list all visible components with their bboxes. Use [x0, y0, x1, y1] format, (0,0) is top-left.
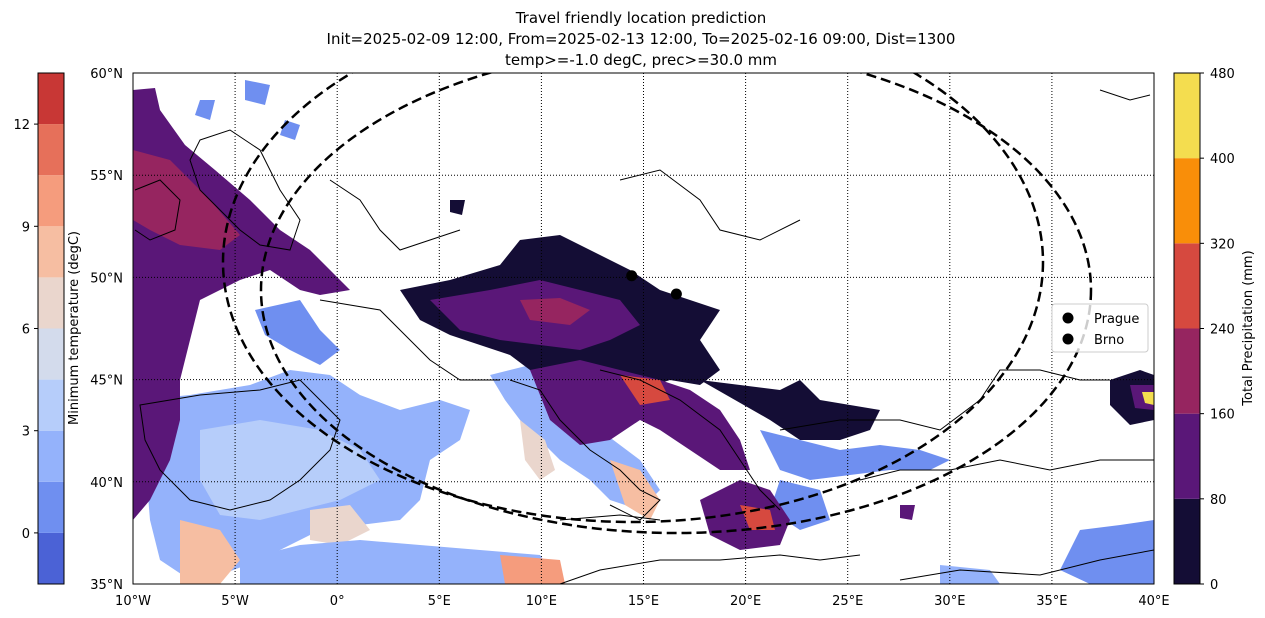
temperature-field: [140, 80, 1154, 584]
temperature-tick-label: 12: [13, 118, 30, 133]
city-legend: Prague Brno: [1051, 303, 1149, 353]
precipitation-tick-label: 480: [1210, 67, 1235, 82]
lat-tick-label: 55°N: [90, 169, 123, 184]
lat-tick-label: 45°N: [90, 374, 123, 389]
temperature-colorbar-band: [38, 277, 64, 329]
precipitation-tick-label: 80: [1210, 493, 1227, 508]
precipitation-colorbar-border: [1173, 72, 1201, 585]
lat-tick-label: 60°N: [90, 67, 123, 82]
temperature-colorbar-band: [38, 379, 64, 431]
precipitation-tick-label: 160: [1210, 408, 1235, 423]
lon-tick-label: 25°E: [832, 594, 863, 609]
chart-subtitle-thresholds: temp>=-1.0 degC, prec>=30.0 mm: [504, 51, 778, 69]
temperature-tick-label: 6: [22, 323, 30, 338]
temperature-colorbar-band: [38, 430, 64, 482]
latitude-ticks: 35°N 40°N 45°N 50°N 55°N 60°N: [90, 67, 123, 593]
lon-tick-label: 5°W: [221, 594, 249, 609]
legend-marker-brno: [1062, 333, 1074, 345]
precipitation-colorbar-band: [1174, 413, 1200, 499]
legend-box: [1051, 303, 1149, 353]
precipitation-tick-label: 320: [1210, 237, 1235, 252]
temperature-colorbar-band: [38, 481, 64, 533]
precipitation-colorbar-band: [1174, 158, 1200, 244]
city-marker-brno: [670, 288, 682, 300]
temperature-colorbar-band: [38, 73, 64, 125]
chart-subtitle-params: Init=2025-02-09 12:00, From=2025-02-13 1…: [326, 30, 956, 48]
lon-tick-label: 0°: [330, 594, 345, 609]
temperature-colorbar: [38, 73, 64, 584]
distance-circle-brno: [259, 73, 1093, 535]
precipitation-colorbar-ticks: 0 80 160 240 320 400 480: [1200, 67, 1235, 593]
legend-marker-prague: [1062, 312, 1074, 324]
lon-tick-label: 35°E: [1036, 594, 1067, 609]
temperature-colorbar-border: [37, 72, 65, 585]
lat-tick-label: 40°N: [90, 476, 123, 491]
lon-tick-label: 40°E: [1138, 594, 1169, 609]
precipitation-field: [133, 88, 1154, 550]
lon-tick-label: 15°E: [628, 594, 659, 609]
precipitation-colorbar: [1174, 73, 1200, 584]
temperature-tick-label: 0: [22, 527, 30, 542]
temperature-colorbar-band: [38, 328, 64, 380]
precipitation-colorbar-label: Total Precipitation (mm): [1241, 250, 1256, 406]
city-markers: [626, 270, 682, 300]
temperature-colorbar-band: [38, 226, 64, 278]
temperature-colorbar-ticks: 0 3 6 9 12: [13, 118, 38, 542]
legend-label-brno: Brno: [1094, 333, 1124, 348]
temperature-colorbar-band: [38, 175, 64, 227]
map-layers: [133, 73, 1154, 584]
distance-circle-prague: [221, 73, 1045, 524]
temperature-colorbar-band: [38, 532, 64, 584]
precipitation-colorbar-band: [1174, 498, 1200, 584]
longitude-ticks: 10°W 5°W 0° 5°E 10°E 15°E 20°E 25°E 30°E 35°E 40°E: [115, 594, 1170, 609]
temperature-tick-label: 3: [22, 425, 30, 440]
lon-tick-label: 20°E: [730, 594, 761, 609]
lon-tick-label: 10°E: [526, 594, 557, 609]
lat-tick-label: 35°N: [90, 578, 123, 593]
map-border: [132, 72, 1155, 585]
temperature-tick-label: 9: [22, 220, 30, 235]
chart-title: Travel friendly location prediction: [515, 9, 767, 27]
temperature-colorbar-label: Minimum temperature (degC): [67, 231, 82, 425]
lat-tick-label: 50°N: [90, 271, 123, 286]
precipitation-tick-label: 0: [1210, 578, 1218, 593]
temperature-colorbar-band: [38, 124, 64, 176]
lon-tick-label: 30°E: [934, 594, 965, 609]
lon-tick-label: 10°W: [115, 594, 151, 609]
precipitation-tick-label: 240: [1210, 323, 1235, 338]
precipitation-tick-label: 400: [1210, 152, 1235, 167]
lon-tick-label: 5°E: [428, 594, 451, 609]
precipitation-colorbar-band: [1174, 73, 1200, 159]
precipitation-colorbar-band: [1174, 243, 1200, 329]
precipitation-colorbar-band: [1174, 328, 1200, 414]
legend-label-prague: Prague: [1094, 312, 1139, 327]
city-marker-prague: [626, 270, 638, 282]
